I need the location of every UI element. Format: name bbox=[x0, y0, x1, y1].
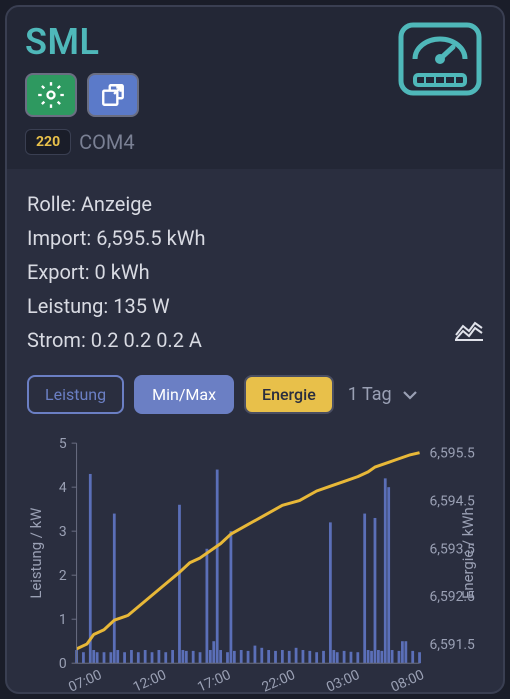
port-label: COM4 bbox=[79, 130, 134, 154]
chart-area: 0123456,591.56,592.56,593.56,594.56,595.… bbox=[27, 434, 483, 694]
device-id-badge: 220 bbox=[25, 129, 71, 155]
chevron-down-icon bbox=[402, 390, 418, 400]
info-export: Export: 0 kWh bbox=[27, 255, 483, 289]
chart-line-icon bbox=[455, 319, 483, 341]
tab-minmax[interactable]: Min/Max bbox=[134, 375, 234, 414]
svg-text:2: 2 bbox=[59, 568, 67, 584]
range-select[interactable]: 1 Tag bbox=[348, 384, 418, 405]
badge-row: 220 COM4 bbox=[25, 129, 485, 155]
info-strom: Strom: 0.2 0.2 0.2 A bbox=[27, 323, 483, 357]
svg-text:03:00: 03:00 bbox=[324, 667, 362, 694]
settings-button[interactable] bbox=[25, 73, 77, 117]
tab-leistung[interactable]: Leistung bbox=[27, 375, 124, 414]
card-header: SML bbox=[7, 7, 503, 169]
svg-text:4: 4 bbox=[59, 480, 67, 496]
info-leistung: Leistung: 135 W bbox=[27, 289, 483, 323]
svg-text:3: 3 bbox=[59, 524, 67, 540]
tab-row: Leistung Min/Max Energie 1 Tag bbox=[27, 375, 483, 414]
svg-text:07:00: 07:00 bbox=[66, 667, 104, 694]
svg-text:1: 1 bbox=[59, 612, 67, 628]
svg-text:Leistung / kW: Leistung / kW bbox=[27, 508, 45, 599]
svg-text:0: 0 bbox=[59, 656, 67, 672]
card-body: Rolle: Anzeige Import: 6,595.5 kWh Expor… bbox=[7, 169, 503, 694]
device-card: SML bbox=[5, 5, 505, 694]
info-import: Import: 6,595.5 kWh bbox=[27, 221, 483, 255]
info-rolle: Rolle: Anzeige bbox=[27, 187, 483, 221]
svg-text:6,591.5: 6,591.5 bbox=[429, 637, 475, 653]
gear-icon bbox=[37, 81, 65, 109]
svg-text:6,594.5: 6,594.5 bbox=[429, 494, 475, 510]
expand-icon bbox=[100, 82, 126, 108]
expand-button[interactable] bbox=[87, 73, 139, 117]
svg-text:6,595.5: 6,595.5 bbox=[429, 446, 475, 462]
chart-toggle-button[interactable] bbox=[455, 319, 483, 345]
power-energy-chart: 0123456,591.56,592.56,593.56,594.56,595.… bbox=[27, 434, 483, 694]
svg-text:17:00: 17:00 bbox=[195, 667, 233, 694]
meter-icon bbox=[395, 19, 485, 103]
svg-text:5: 5 bbox=[59, 436, 67, 452]
svg-text:12:00: 12:00 bbox=[131, 667, 169, 694]
svg-text:08:00: 08:00 bbox=[389, 667, 427, 694]
svg-text:22:00: 22:00 bbox=[260, 667, 298, 694]
svg-text:Energie / kWh: Energie / kWh bbox=[459, 507, 477, 599]
tab-energie[interactable]: Energie bbox=[244, 375, 334, 414]
range-label: 1 Tag bbox=[348, 384, 392, 405]
